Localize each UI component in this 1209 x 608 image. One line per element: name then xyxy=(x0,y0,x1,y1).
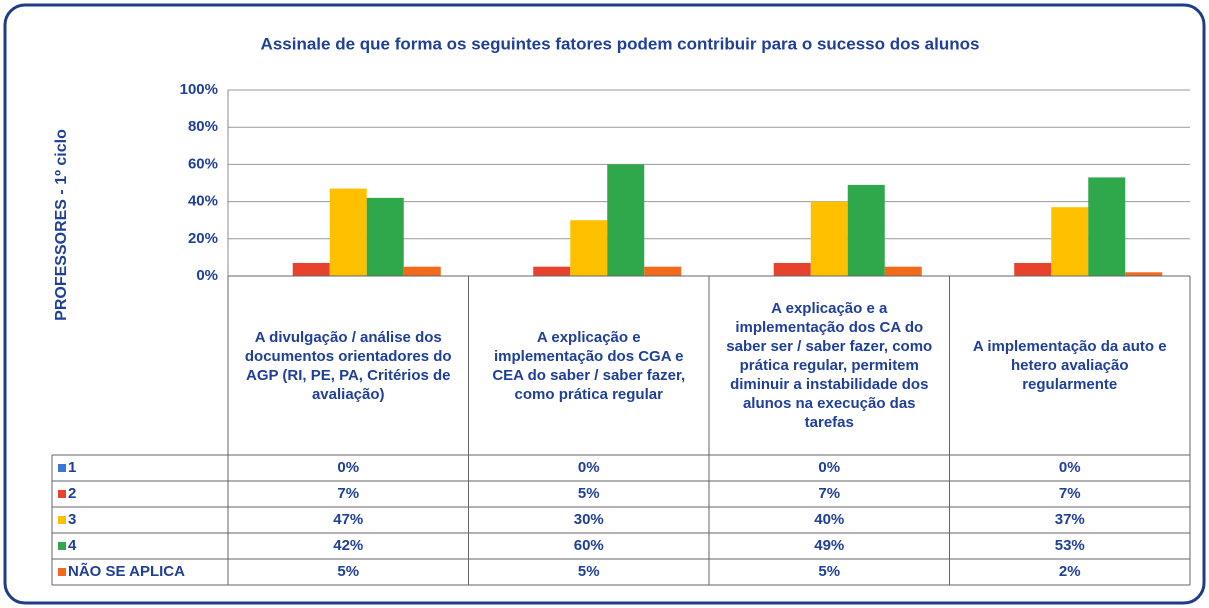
legend-key xyxy=(58,542,66,550)
bar xyxy=(570,220,608,276)
y-tick-label: 20% xyxy=(188,230,218,247)
value-label: 2% xyxy=(1059,563,1081,580)
frame xyxy=(3,3,1206,605)
bar xyxy=(533,266,571,276)
category-label: A explicação e implementação dos CGA e C… xyxy=(492,328,686,403)
bar xyxy=(644,266,682,276)
value-label: 47% xyxy=(333,511,363,528)
value-label: 5% xyxy=(818,563,840,580)
value-label: 53% xyxy=(1055,537,1085,554)
legend-key xyxy=(58,490,66,498)
value-label: 40% xyxy=(814,511,844,528)
value-label: 7% xyxy=(818,485,840,502)
value-label: 0% xyxy=(578,459,600,476)
legend-key xyxy=(58,464,66,472)
category-label: A divulgação / análise dos documentos or… xyxy=(244,328,452,403)
value-label: 30% xyxy=(574,511,604,528)
y-tick-label: 80% xyxy=(188,118,218,135)
bar xyxy=(607,164,645,276)
y-tick-label: 40% xyxy=(188,193,218,210)
value-label: 5% xyxy=(337,563,359,580)
bar xyxy=(329,188,367,276)
legend-label: NÃO SE APLICA xyxy=(68,562,185,580)
value-label: 7% xyxy=(337,485,359,502)
value-label: 42% xyxy=(333,537,363,554)
bar xyxy=(810,201,848,276)
legend-label: 2 xyxy=(68,485,76,502)
value-label: 7% xyxy=(1059,485,1081,502)
value-label: 5% xyxy=(578,485,600,502)
y-tick-label: 0% xyxy=(196,267,218,284)
y-tick-label: 100% xyxy=(180,81,218,98)
y-tick-label: 60% xyxy=(188,155,218,172)
bar xyxy=(1088,177,1126,276)
y-axis-label: PROFESSORES - 1º ciclo xyxy=(53,129,70,321)
legend-key xyxy=(58,568,66,576)
category-label: A implementação da auto e hetero avaliaç… xyxy=(972,338,1167,393)
value-label: 49% xyxy=(814,537,844,554)
bar xyxy=(292,262,330,276)
legend-label: 4 xyxy=(68,537,77,554)
bar xyxy=(884,266,922,276)
bar xyxy=(403,266,441,276)
category-label: A explicação e a implementação dos CA do… xyxy=(726,300,933,431)
bar xyxy=(366,197,404,276)
value-label: 37% xyxy=(1055,511,1085,528)
legend-label: 1 xyxy=(68,459,76,476)
legend-key xyxy=(58,516,66,524)
value-label: 5% xyxy=(578,563,600,580)
bar xyxy=(773,262,811,276)
value-label: 60% xyxy=(574,537,604,554)
bar xyxy=(1051,207,1089,276)
bar xyxy=(1125,272,1163,276)
value-label: 0% xyxy=(337,459,359,476)
legend-label: 3 xyxy=(68,511,76,528)
value-label: 0% xyxy=(1059,459,1081,476)
bar xyxy=(847,184,885,276)
value-label: 0% xyxy=(818,459,840,476)
chart-title: Assinale de que forma os seguintes fator… xyxy=(261,34,980,53)
bar xyxy=(1014,262,1052,276)
